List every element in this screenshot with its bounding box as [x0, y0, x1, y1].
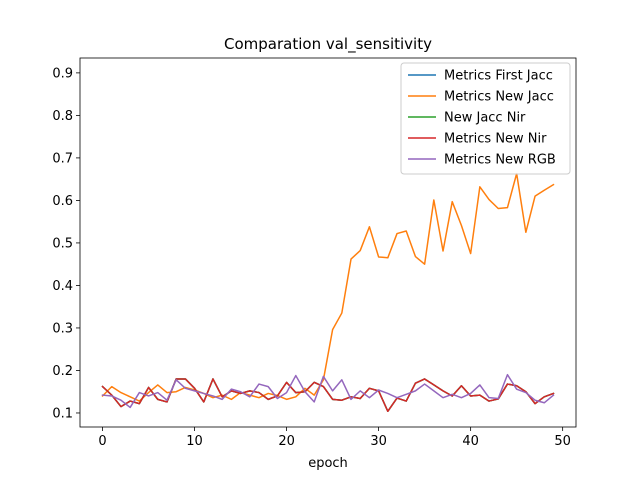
x-tick-label: 0: [98, 434, 106, 449]
legend-label-1: Metrics New Jacc: [444, 90, 554, 105]
x-tick-label: 20: [278, 434, 295, 449]
y-tick-label: 0.4: [52, 279, 73, 294]
x-axis-label: epoch: [308, 456, 348, 471]
axes-frame: [79, 57, 577, 428]
plot-lines: [101, 172, 555, 413]
legend-label-2: New Jacc Nir: [444, 111, 526, 126]
x-tick-label: 30: [370, 434, 387, 449]
series-line-1: [101, 172, 555, 402]
legend-label-4: Metrics New RGB: [444, 153, 556, 168]
x-tick-label: 50: [554, 434, 571, 449]
legend-box: [400, 62, 571, 175]
x-axis: 0 10 20 30 40 50: [98, 427, 571, 449]
y-axis: 0.1 0.2 0.3 0.4 0.5 0.6 0.7 0.8 0.9: [52, 66, 80, 421]
y-tick-label: 0.6: [52, 194, 73, 209]
y-tick-label: 0.5: [52, 236, 73, 251]
y-tick-label: 0.7: [52, 151, 73, 166]
y-tick-label: 0.9: [52, 66, 73, 81]
y-tick-label: 0.1: [52, 406, 73, 421]
series-line-4: [101, 373, 555, 409]
x-tick-label: 10: [186, 434, 203, 449]
legend-label-3: Metrics New Nir: [444, 132, 547, 147]
x-tick-label: 40: [462, 434, 479, 449]
legend-label-0: Metrics First Jacc: [444, 69, 553, 84]
y-tick-label: 0.8: [52, 109, 73, 124]
y-tick-label: 0.2: [52, 364, 73, 379]
chart-title: Comparation val_sensitivity: [224, 35, 432, 54]
y-tick-label: 0.3: [52, 321, 73, 336]
legend: Metrics First Jacc Metrics New Jacc New Ja…: [400, 62, 571, 175]
series-line-3: [101, 378, 555, 413]
